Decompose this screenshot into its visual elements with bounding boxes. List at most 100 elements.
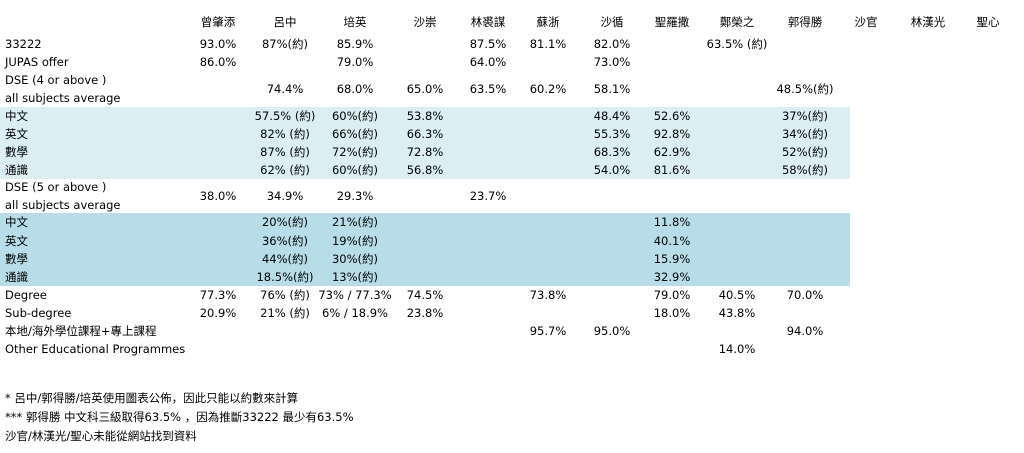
column-header: 培英 bbox=[343, 15, 367, 29]
cell: 74.5% bbox=[406, 288, 444, 302]
cell: 53.8% bbox=[406, 109, 444, 123]
cell: 18.0% bbox=[653, 306, 691, 320]
cell: 87.5% bbox=[469, 37, 507, 51]
note: 沙官/林漢光/聖心未能從網站找到資料 bbox=[5, 429, 197, 443]
cell: 23.7% bbox=[469, 189, 507, 203]
cell: 29.3% bbox=[336, 189, 374, 203]
cell: 66%(約) bbox=[331, 127, 379, 141]
row-label: Degree bbox=[5, 288, 47, 302]
cell: 72.8% bbox=[406, 145, 444, 159]
cell: 81.1% bbox=[529, 37, 567, 51]
cell: 57.5% (約) bbox=[254, 109, 316, 123]
cell: 11.8% bbox=[653, 215, 691, 229]
column-header: 蘇浙 bbox=[536, 15, 560, 29]
cell: 60%(約) bbox=[331, 163, 379, 177]
cell: 60.2% bbox=[529, 82, 567, 96]
row-label: Sub-degree bbox=[5, 306, 72, 320]
row-label: 英文 bbox=[5, 127, 28, 141]
cell: 74.4% bbox=[266, 82, 304, 96]
cell: 73.8% bbox=[529, 288, 567, 302]
cell: 43.8% bbox=[718, 306, 756, 320]
cell: 95.0% bbox=[593, 324, 631, 338]
note: *** 郭得勝 中文科三級取得63.5% ，因為推斷33222 最少有63.5% bbox=[5, 410, 354, 424]
column-header: 呂中 bbox=[273, 15, 297, 29]
band-dark bbox=[0, 213, 850, 286]
row-label: 數學 bbox=[5, 145, 28, 159]
row-label: 通識 bbox=[5, 270, 28, 284]
cell: 15.9% bbox=[653, 252, 691, 266]
cell: 64.0% bbox=[469, 55, 507, 69]
cell: 86.0% bbox=[199, 55, 237, 69]
row-label: DSE (5 or above ) bbox=[5, 180, 107, 194]
row-label: 中文 bbox=[5, 215, 28, 229]
cell: 82% (約) bbox=[260, 127, 310, 141]
column-header: 鄭榮之 bbox=[719, 15, 755, 29]
cell: 48.5%(約) bbox=[776, 82, 834, 96]
cell: 40.1% bbox=[653, 234, 691, 248]
row-label: 通識 bbox=[5, 163, 28, 177]
row-label: 數學 bbox=[5, 252, 28, 266]
row-label: 中文 bbox=[5, 109, 28, 123]
cell: 38.0% bbox=[199, 189, 237, 203]
row-label: 英文 bbox=[5, 234, 28, 248]
cell: 62.9% bbox=[653, 145, 691, 159]
cell: 54.0% bbox=[593, 163, 631, 177]
cell: 73% / 77.3% bbox=[318, 288, 392, 302]
cell: 55.3% bbox=[593, 127, 631, 141]
cell: 58.1% bbox=[593, 82, 631, 96]
cell: 68.0% bbox=[336, 82, 374, 96]
cell: 79.0% bbox=[336, 55, 374, 69]
row-label: JUPAS offer bbox=[5, 55, 69, 69]
column-header: 林裘謀 bbox=[470, 15, 506, 29]
cell: 85.9% bbox=[336, 37, 374, 51]
cell: 60%(約) bbox=[331, 109, 379, 123]
cell: 36%(約) bbox=[261, 234, 309, 248]
cell: 21% (約) bbox=[260, 306, 310, 320]
cell: 52.6% bbox=[653, 109, 691, 123]
column-header: 曾肇添 bbox=[200, 15, 236, 29]
row-label: 33222 bbox=[5, 37, 42, 51]
cell: 18.5%(約) bbox=[256, 270, 314, 284]
cell: 81.6% bbox=[653, 163, 691, 177]
cell: 77.3% bbox=[199, 288, 237, 302]
cell: 62% (約) bbox=[260, 163, 310, 177]
cell: 87% (約) bbox=[260, 145, 310, 159]
cell: 23.8% bbox=[406, 306, 444, 320]
cell: 66.3% bbox=[406, 127, 444, 141]
cell: 93.0% bbox=[199, 37, 237, 51]
cell: 44%(約) bbox=[261, 252, 309, 266]
cell: 30%(約) bbox=[331, 252, 379, 266]
cell: 52%(約) bbox=[781, 145, 829, 159]
cell: 72%(約) bbox=[331, 145, 379, 159]
cell: 34.9% bbox=[266, 189, 304, 203]
cell: 65.0% bbox=[406, 82, 444, 96]
column-header: 沙崇 bbox=[413, 15, 437, 29]
row-label: DSE (4 or above ) bbox=[5, 73, 107, 87]
cell: 19%(約) bbox=[331, 234, 379, 248]
cell: 21%(約) bbox=[331, 215, 379, 229]
cell: 63.5% (約) bbox=[706, 37, 768, 51]
cell: 87%(約) bbox=[261, 37, 309, 51]
cell: 6% / 18.9% bbox=[322, 306, 388, 320]
cell: 73.0% bbox=[593, 55, 631, 69]
cell: 13%(約) bbox=[331, 270, 379, 284]
column-header: 沙循 bbox=[600, 15, 624, 29]
cell: 68.3% bbox=[593, 145, 631, 159]
cell: 58%(約) bbox=[781, 163, 829, 177]
cell: 37%(約) bbox=[781, 109, 829, 123]
cell: 34%(約) bbox=[781, 127, 829, 141]
row-label: all subjects average bbox=[5, 198, 121, 212]
cell: 82.0% bbox=[593, 37, 631, 51]
column-header: 聖心 bbox=[976, 15, 1000, 29]
cell: 94.0% bbox=[786, 324, 824, 338]
cell: 79.0% bbox=[653, 288, 691, 302]
column-header: 聖羅撒 bbox=[654, 15, 690, 29]
cell: 92.8% bbox=[653, 127, 691, 141]
cell: 14.0% bbox=[718, 342, 756, 356]
cell: 32.9% bbox=[653, 270, 691, 284]
column-header: 沙官 bbox=[854, 15, 878, 29]
cell: 76% (約) bbox=[260, 288, 310, 302]
cell: 70.0% bbox=[786, 288, 824, 302]
cell: 20%(約) bbox=[261, 215, 309, 229]
